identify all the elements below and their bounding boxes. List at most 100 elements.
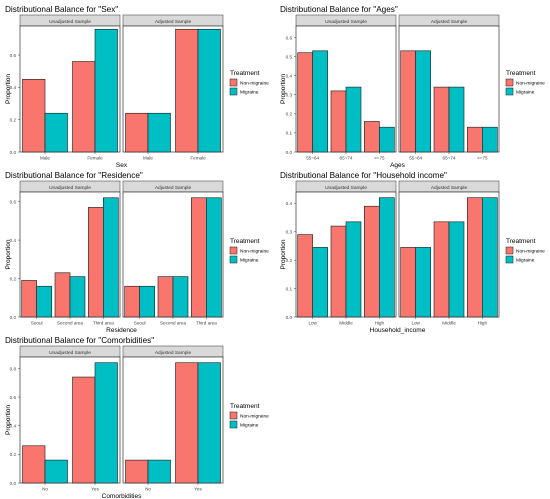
panel-adjusted: Adjusted Sample Male Female [122,14,224,161]
bar-non-migraine-adjusted [400,50,416,153]
x-tick-label: Low [411,321,420,326]
legend-swatch-migraine [229,255,238,264]
x-tick-label: Female [87,156,103,161]
chart-1: Distributional Balance for "Ages" Proport… [280,5,545,169]
legend-item-label: Non-migraine [240,249,269,255]
x-tick-label: >=75 [477,156,488,161]
x-tick-label: Second area [57,321,83,326]
bar-migraine-adjusted [448,86,465,153]
facet-label: Adjusted Sample [155,185,192,191]
bar-migraine-adjusted [147,459,171,484]
y-tick-label: 0.0 [10,150,17,155]
legend: Treatment Non-migraine Migraine [229,238,269,264]
bar-migraine-unadjusted [345,86,362,153]
legend-swatch-non-migraine [505,246,514,255]
legend-title: Treatment [506,70,536,77]
x-tick-label: Low [308,321,317,326]
bar-migraine-adjusted [147,112,171,153]
panel-unadjusted: Unadjusted Sample 55~64 65~74 >=75 [295,14,397,161]
bar-migraine-unadjusted [44,459,68,484]
x-tick-label: 55~64 [306,156,319,161]
y-axis-label: Proportion [5,74,12,104]
panel-unadjusted: Unadjusted Sample No Yes [19,345,121,492]
bar-non-migraine-adjusted [191,197,207,318]
facet-label: Adjusted Sample [431,19,468,25]
panel-unadjusted: Unadjusted Sample Male Female [19,14,121,161]
facet-label: Unadjusted Sample [49,185,91,191]
y-tick-label: 0.1 [286,131,293,136]
x-tick-label: No [145,487,151,492]
legend: Treatment Non-migraine Migraine [229,403,269,429]
x-tick-label: High [478,321,488,326]
legend-swatch-migraine [505,255,514,264]
bar-migraine-adjusted [448,221,465,318]
legend-item-label: Migraine [240,90,259,96]
bar-non-migraine-adjusted [124,285,140,318]
chart-3: Distributional Balance for "Household in… [280,171,545,334]
bar-migraine-unadjusted [379,126,395,153]
bar-non-migraine-unadjusted [72,376,96,484]
bar-migraine-unadjusted [312,247,328,318]
bar-non-migraine-adjusted [433,86,450,153]
y-tick-label: 0.4 [10,424,17,429]
bar-migraine-adjusted [197,28,221,153]
bar-migraine-adjusted [415,50,431,153]
legend-swatch-non-migraine [229,411,238,420]
x-tick-label: >=75 [374,156,385,161]
legend-title: Treatment [506,238,536,245]
bar-non-migraine-adjusted [400,247,416,318]
chart-title: Distributional Balance for "Ages" [280,5,398,14]
legend-item-label: Non-migraine [516,249,545,255]
bar-non-migraine-adjusted [433,221,450,318]
bar-migraine-adjusted [482,126,498,153]
legend-item-label: Migraine [240,258,259,264]
legend-swatch-migraine [229,87,238,96]
y-tick-label: 0.0 [10,315,17,320]
chart-title: Distributional Balance for "Comorbiditie… [5,336,154,345]
bar-non-migraine-unadjusted [364,121,380,153]
bar-non-migraine-unadjusted [21,280,37,318]
legend-swatch-migraine [505,87,514,96]
bar-migraine-unadjusted [312,50,328,153]
x-tick-label: Middle [442,321,456,326]
bar-migraine-adjusted [139,285,155,318]
facet-label: Unadjusted Sample [325,19,367,25]
panel-unadjusted: Unadjusted Sample Low Middle High [295,180,397,326]
bar-migraine-unadjusted [36,285,52,318]
x-axis-label: Residence [106,327,137,334]
chart-2: Distributional Balance for "Residence" Pr… [5,171,269,334]
bar-migraine-adjusted [197,362,221,484]
legend-title: Treatment [230,238,260,245]
y-tick-label: 0.1 [286,286,293,291]
facet-label: Adjusted Sample [155,19,192,25]
y-tick-label: 0.0 [286,150,293,155]
y-axis-label: Proportion [5,405,12,435]
x-tick-label: Female [190,156,206,161]
x-tick-label: Seoul [134,321,146,326]
facet-label: Unadjusted Sample [49,19,91,25]
y-tick-label: 0.2 [10,117,17,122]
panel-adjusted: Adjusted Sample 55~64 65~74 >=75 [398,14,500,161]
chart-title: Distributional Balance for "Household in… [280,171,447,180]
panel-unadjusted: Unadjusted Sample Seoul Second area Third a… [19,180,121,326]
bar-non-migraine-adjusted [175,362,199,484]
legend-item-label: Non-migraine [240,81,269,87]
y-tick-label: 0.5 [286,54,293,59]
y-axis-label: Proportion [280,239,287,269]
x-tick-label: 55~64 [409,156,422,161]
y-tick-label: 0.2 [10,276,17,281]
bar-non-migraine-adjusted [467,197,483,318]
legend: Treatment Non-migraine Migraine [229,70,269,96]
bar-non-migraine-unadjusted [88,207,104,318]
bar-migraine-unadjusted [103,197,119,318]
bar-migraine-adjusted [172,276,189,318]
legend-item-label: Non-migraine [240,414,269,420]
panel-adjusted: Adjusted Sample No Yes [122,345,224,492]
legend: Treatment Non-migraine Migraine [505,70,545,96]
bar-migraine-unadjusted [379,197,395,318]
y-tick-label: 0.2 [286,258,293,263]
x-axis-label: Comorbidities [102,493,142,499]
x-axis-label: Ages [390,162,406,169]
bar-migraine-unadjusted [44,112,68,153]
